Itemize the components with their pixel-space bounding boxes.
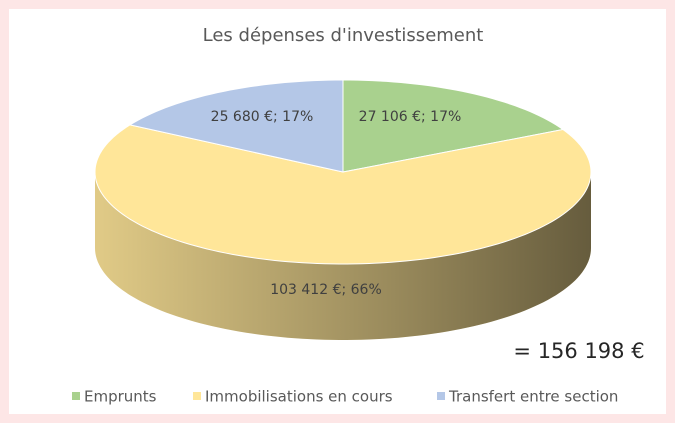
legend-label: Emprunts [84,388,157,406]
legend-swatch [437,392,445,400]
data-label: 25 680 €; 17% [211,109,314,125]
legend-label: Transfert entre section [448,388,618,406]
pie-slice [342,79,565,173]
data-label: 27 106 €; 17% [359,109,462,125]
total-annotation: = 156 198 € [513,339,644,363]
pie-slice [128,79,344,173]
data-label: 103 412 €; 66% [270,282,382,298]
pie-side-shade [95,172,591,340]
legend-swatch [193,392,201,400]
legend-swatch [72,392,80,400]
pie-slice [94,124,592,265]
legend-label: Immobilisations en cours [205,388,393,406]
chart-title: Les dépenses d'investissement [203,25,484,46]
